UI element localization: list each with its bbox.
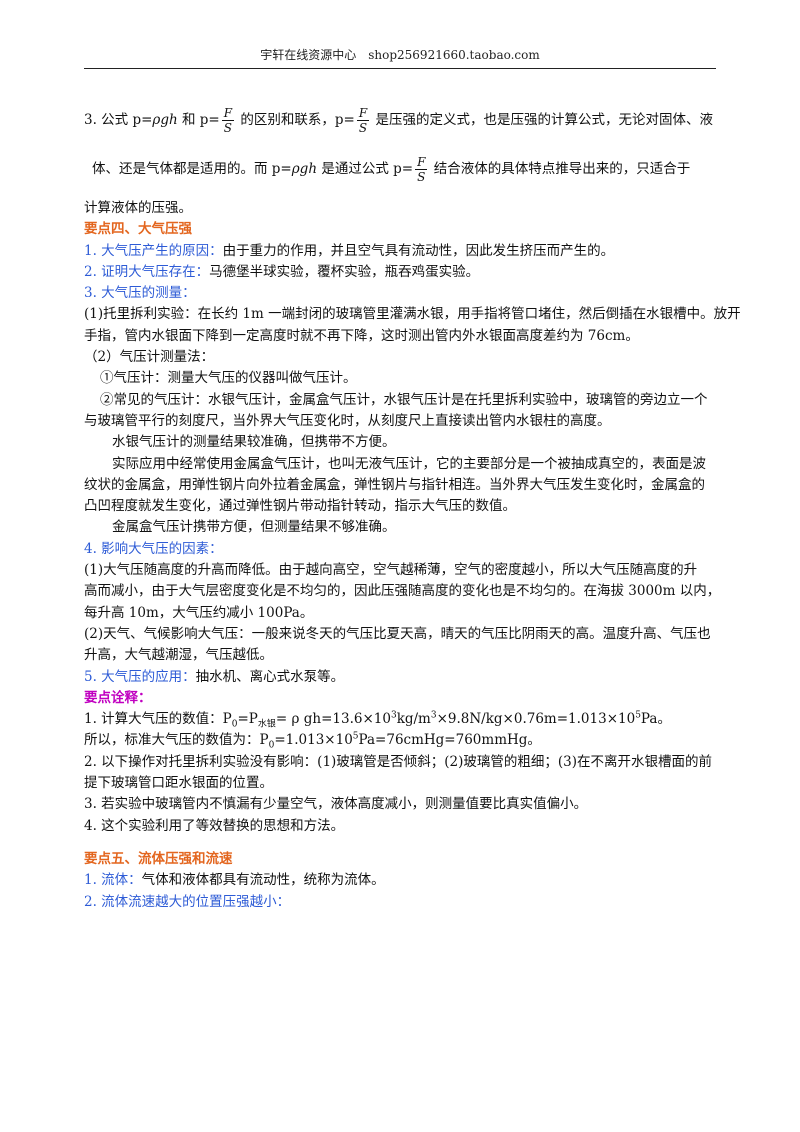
s5-item-1: 1. 流体：气体和液体都具有流动性，统称为流体。 xyxy=(84,872,385,889)
section-5-title: 要点五、流体压强和流速 xyxy=(84,850,233,867)
s4-item-2: 2. 证明大气压存在：马德堡半球实验，覆杯实验，瓶吞鸡蛋实验。 xyxy=(84,263,480,280)
s4-item-3-text: 金属盒气压计携带方便，但测量结果不够准确。 xyxy=(112,519,396,536)
s4-item-4-text: 每升高 10m，大气压约减小 100Pa。 xyxy=(84,604,314,621)
s4-item-3-text: ①气压计：测量大气压的仪器叫做气压计。 xyxy=(100,370,357,387)
point-3-line-1: 3. 公式 p=ρgh 和 p= F S 的区别和联系，p= F S 是压强的定义式，也… xyxy=(84,106,713,135)
s5-item-2: 2. 流体流速越大的位置压强越小： xyxy=(84,893,291,910)
page-header: 宇轩在线资源中心 shop256921660.taobao.com xyxy=(84,46,716,69)
s4-item-5: 5. 大气压的应用：抽水机、离心式水泵等。 xyxy=(84,668,345,685)
s4-item-3-text: 实际应用中经常使用金属盒气压计，也叫无液气压计，它的主要部分是一个被抽成真空的，… xyxy=(112,455,706,472)
point-3-line-2: 体、还是气体都是适用的。而 p=ρgh 是通过公式 p= F S 结合液体的具体特点… xyxy=(92,155,691,184)
s4-item-4-text: 高而减小，由于大气层密度变化是不均匀的，因此压强随高度的变化也是不均匀的。在海拔… xyxy=(84,583,721,600)
s4-item-3-label: 3. 大气压的测量： xyxy=(84,285,196,302)
s4-item-4-text: (2)天气、气候影响大气压：一般来说冬天的气压比夏天高，晴天的气压比阴雨天的高。… xyxy=(84,625,711,642)
s4-item-3-text: （2）气压计测量法： xyxy=(84,349,215,366)
s4-item-3-text: ②常见的气压计：水银气压计，金属盒气压计，水银气压计是在托里拆利实验中，玻璃管的… xyxy=(100,391,708,408)
formula-rho-g-h: ρgh xyxy=(152,112,178,128)
s4-item-4-text: 升高，大气越潮湿，气压越低。 xyxy=(84,647,273,664)
note-1-cont: 所以，标准大气压的数值为：P0=1.013×105Pa=76cmHg=760mm… xyxy=(84,731,541,752)
s4-item-3-text: 与玻璃管平行的刻度尺，当外界大气压变化时，从刻度尺上直接读出管内水银柱的高度。 xyxy=(84,412,611,429)
notes-title: 要点诠释： xyxy=(84,689,152,706)
s4-item-3-text: (1)托里拆利实验：在长约 1m 一端封闭的玻璃管里灌满水银，用手指将管口堵住，… xyxy=(84,306,741,323)
s4-item-3-text: 手指，管内水银面下降到一定高度时就不再下降，这时测出管内外水银面高度差约为 76… xyxy=(84,327,639,344)
s4-item-4-label: 4. 影响大气压的因素： xyxy=(84,540,223,557)
note-2-cont: 提下玻璃管口距水银面的位置。 xyxy=(84,775,273,792)
formula-rho-g-h: ρgh xyxy=(291,161,318,177)
s4-item-4-text: (1)大气压随高度的升高而降低。由于越向高空，空气越稀薄，空气的密度越小，所以大… xyxy=(84,562,698,579)
note-3: 3. 若实验中玻璃管内不慎漏有少量空气，液体高度减小，则测量值要比真实值偏小。 xyxy=(84,796,588,813)
s4-item-3-text: 水银气压计的测量结果较准确，但携带不方便。 xyxy=(112,434,396,451)
point-3-line-3: 计算液体的压强。 xyxy=(84,200,192,216)
s4-item-3-text: 凸凹程度就发生变化，通过弹性钢片带动指针转动，指示大气压的数值。 xyxy=(84,498,516,515)
s4-item-1: 1. 大气压产生的原因：由于重力的作用，并且空气具有流动性，因此发生挤压而产生的… xyxy=(84,242,615,259)
section-4-title: 要点四、大气压强 xyxy=(84,221,192,238)
note-2: 2. 以下操作对托里拆利实验没有影响：(1)玻璃管是否倾斜；(2)玻璃管的粗细；… xyxy=(84,753,713,770)
note-4: 4. 这个实验利用了等效替换的思想和方法。 xyxy=(84,817,345,834)
document-body: 3. 公式 p=ρgh 和 p= F S 的区别和联系，p= F S 是压强的定义式，也… xyxy=(84,100,741,913)
s4-item-3-text: 纹状的金属盒，用弹性钢片向外拉着金属盒，弹性钢片与指针相连。当外界大气压发生变化… xyxy=(84,476,705,493)
note-1: 1. 计算大气压的数值：P0=P水银= ρ gh=13.6×103kg/m3×9… xyxy=(84,710,671,730)
